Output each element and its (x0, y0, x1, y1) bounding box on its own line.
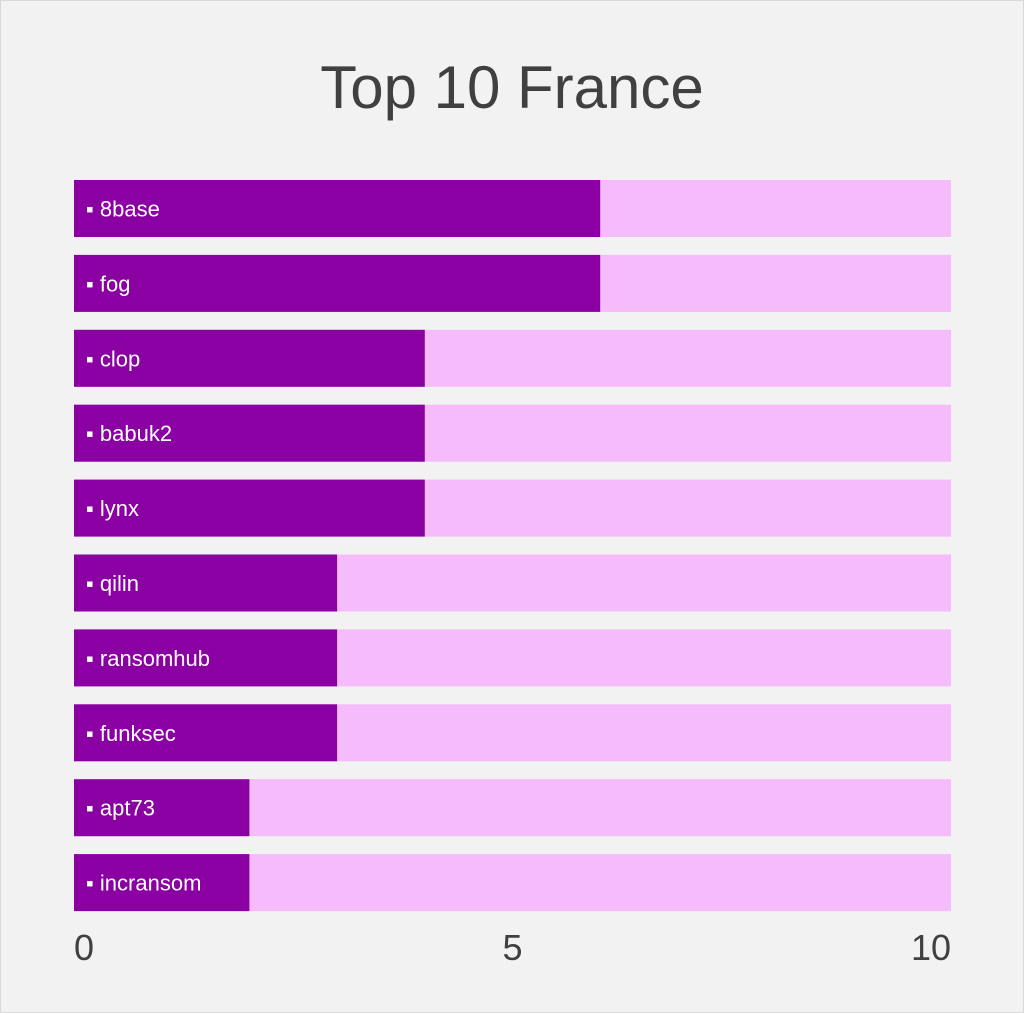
bar-lynx (74, 479, 425, 537)
bar-label-funksec: ▪ funksec (86, 721, 176, 746)
x-tick-label-10: 10 (911, 927, 951, 968)
bar-label-lynx: ▪ lynx (86, 496, 139, 521)
bar-fog (74, 254, 601, 312)
bar-incransom (74, 854, 250, 912)
bar-clop (74, 329, 425, 387)
bar-label-apt73: ▪ apt73 (86, 796, 155, 821)
bar-ransomhub (74, 629, 338, 687)
bar-babuk2 (74, 404, 425, 462)
bar-label-ransomhub: ▪ ransomhub (86, 646, 210, 671)
x-tick-label-5: 5 (502, 927, 522, 968)
bar-label-clop: ▪ clop (86, 346, 140, 371)
bar-funksec (74, 704, 338, 762)
bar-label-8base: ▪ 8base (86, 197, 160, 222)
chart-title: Top 10 France (320, 54, 704, 121)
bar-qilin (74, 554, 338, 612)
bar-apt73 (74, 779, 250, 837)
bar-label-babuk2: ▪ babuk2 (86, 421, 172, 446)
x-tick-label-0: 0 (74, 927, 94, 968)
bar-label-fog: ▪ fog (86, 271, 131, 296)
bar-label-qilin: ▪ qilin (86, 571, 139, 596)
bar-8base (74, 180, 601, 237)
bar-label-incransom: ▪ incransom (86, 871, 201, 896)
